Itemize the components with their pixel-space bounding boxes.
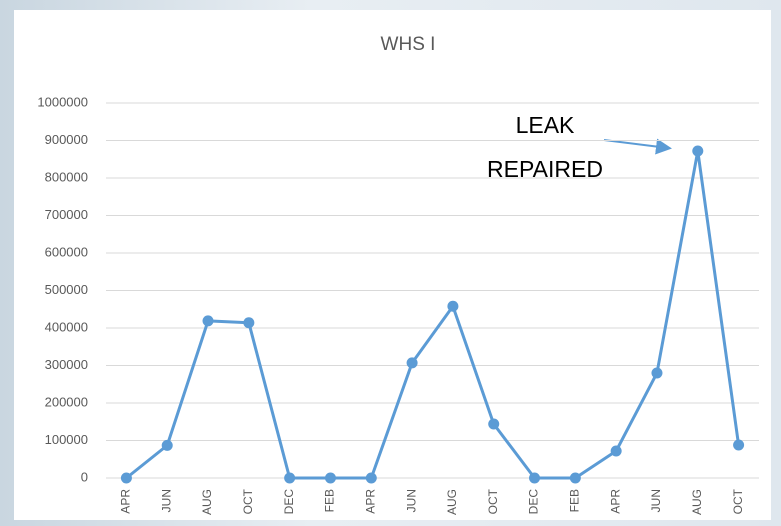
x-tick-label: OCT [731,488,745,514]
x-tick-label: APR [363,489,377,514]
y-tick-label: 500000 [45,282,88,297]
x-tick-label: OCT [241,488,255,514]
annotation: LEAK [516,112,575,138]
point [692,145,704,157]
x-tick-label: JUN [649,489,663,512]
x-tick-label: AUG [690,489,704,515]
point [610,445,622,457]
y-tick-label: 600000 [45,244,88,259]
annotation-arrow [603,138,672,155]
y-tick-label: 800000 [45,169,88,184]
x-tick-label: AUG [200,489,214,515]
chart-title: WHS I [381,34,436,55]
chart-area [14,10,771,520]
y-tick-label: 300000 [45,357,88,372]
x-tick-label: DEC [527,489,541,515]
y-tick-label: 200000 [45,394,88,409]
point [243,317,255,329]
point [365,472,377,484]
line [125,149,741,480]
point [488,418,500,430]
point [406,357,418,369]
point [202,315,214,327]
point [569,472,581,484]
point [733,439,745,451]
x-tick-label: APR [119,489,133,514]
y-tick-label: 100000 [45,432,88,447]
x-tick-label: DEC [282,489,296,515]
y-tick-label: 700000 [45,207,88,222]
y-tick-label: 1000000 [37,94,88,109]
point [161,439,173,451]
y-tick-label: 0 [81,469,88,484]
point [284,472,296,484]
x-tick-label: APR [608,489,622,514]
y-tick-label: 900000 [45,132,88,147]
y-tick-label: 400000 [45,319,88,334]
x-tick-label: FEB [568,489,582,512]
point [651,367,663,379]
point [529,472,541,484]
x-tick-label: JUN [159,489,173,512]
point [120,472,132,484]
x-tick-label: OCT [486,488,500,514]
x-tick-label: AUG [445,489,459,515]
x-tick-label: FEB [323,489,337,512]
point [447,300,459,312]
x-tick-label: JUN [404,489,418,512]
point [324,472,336,484]
